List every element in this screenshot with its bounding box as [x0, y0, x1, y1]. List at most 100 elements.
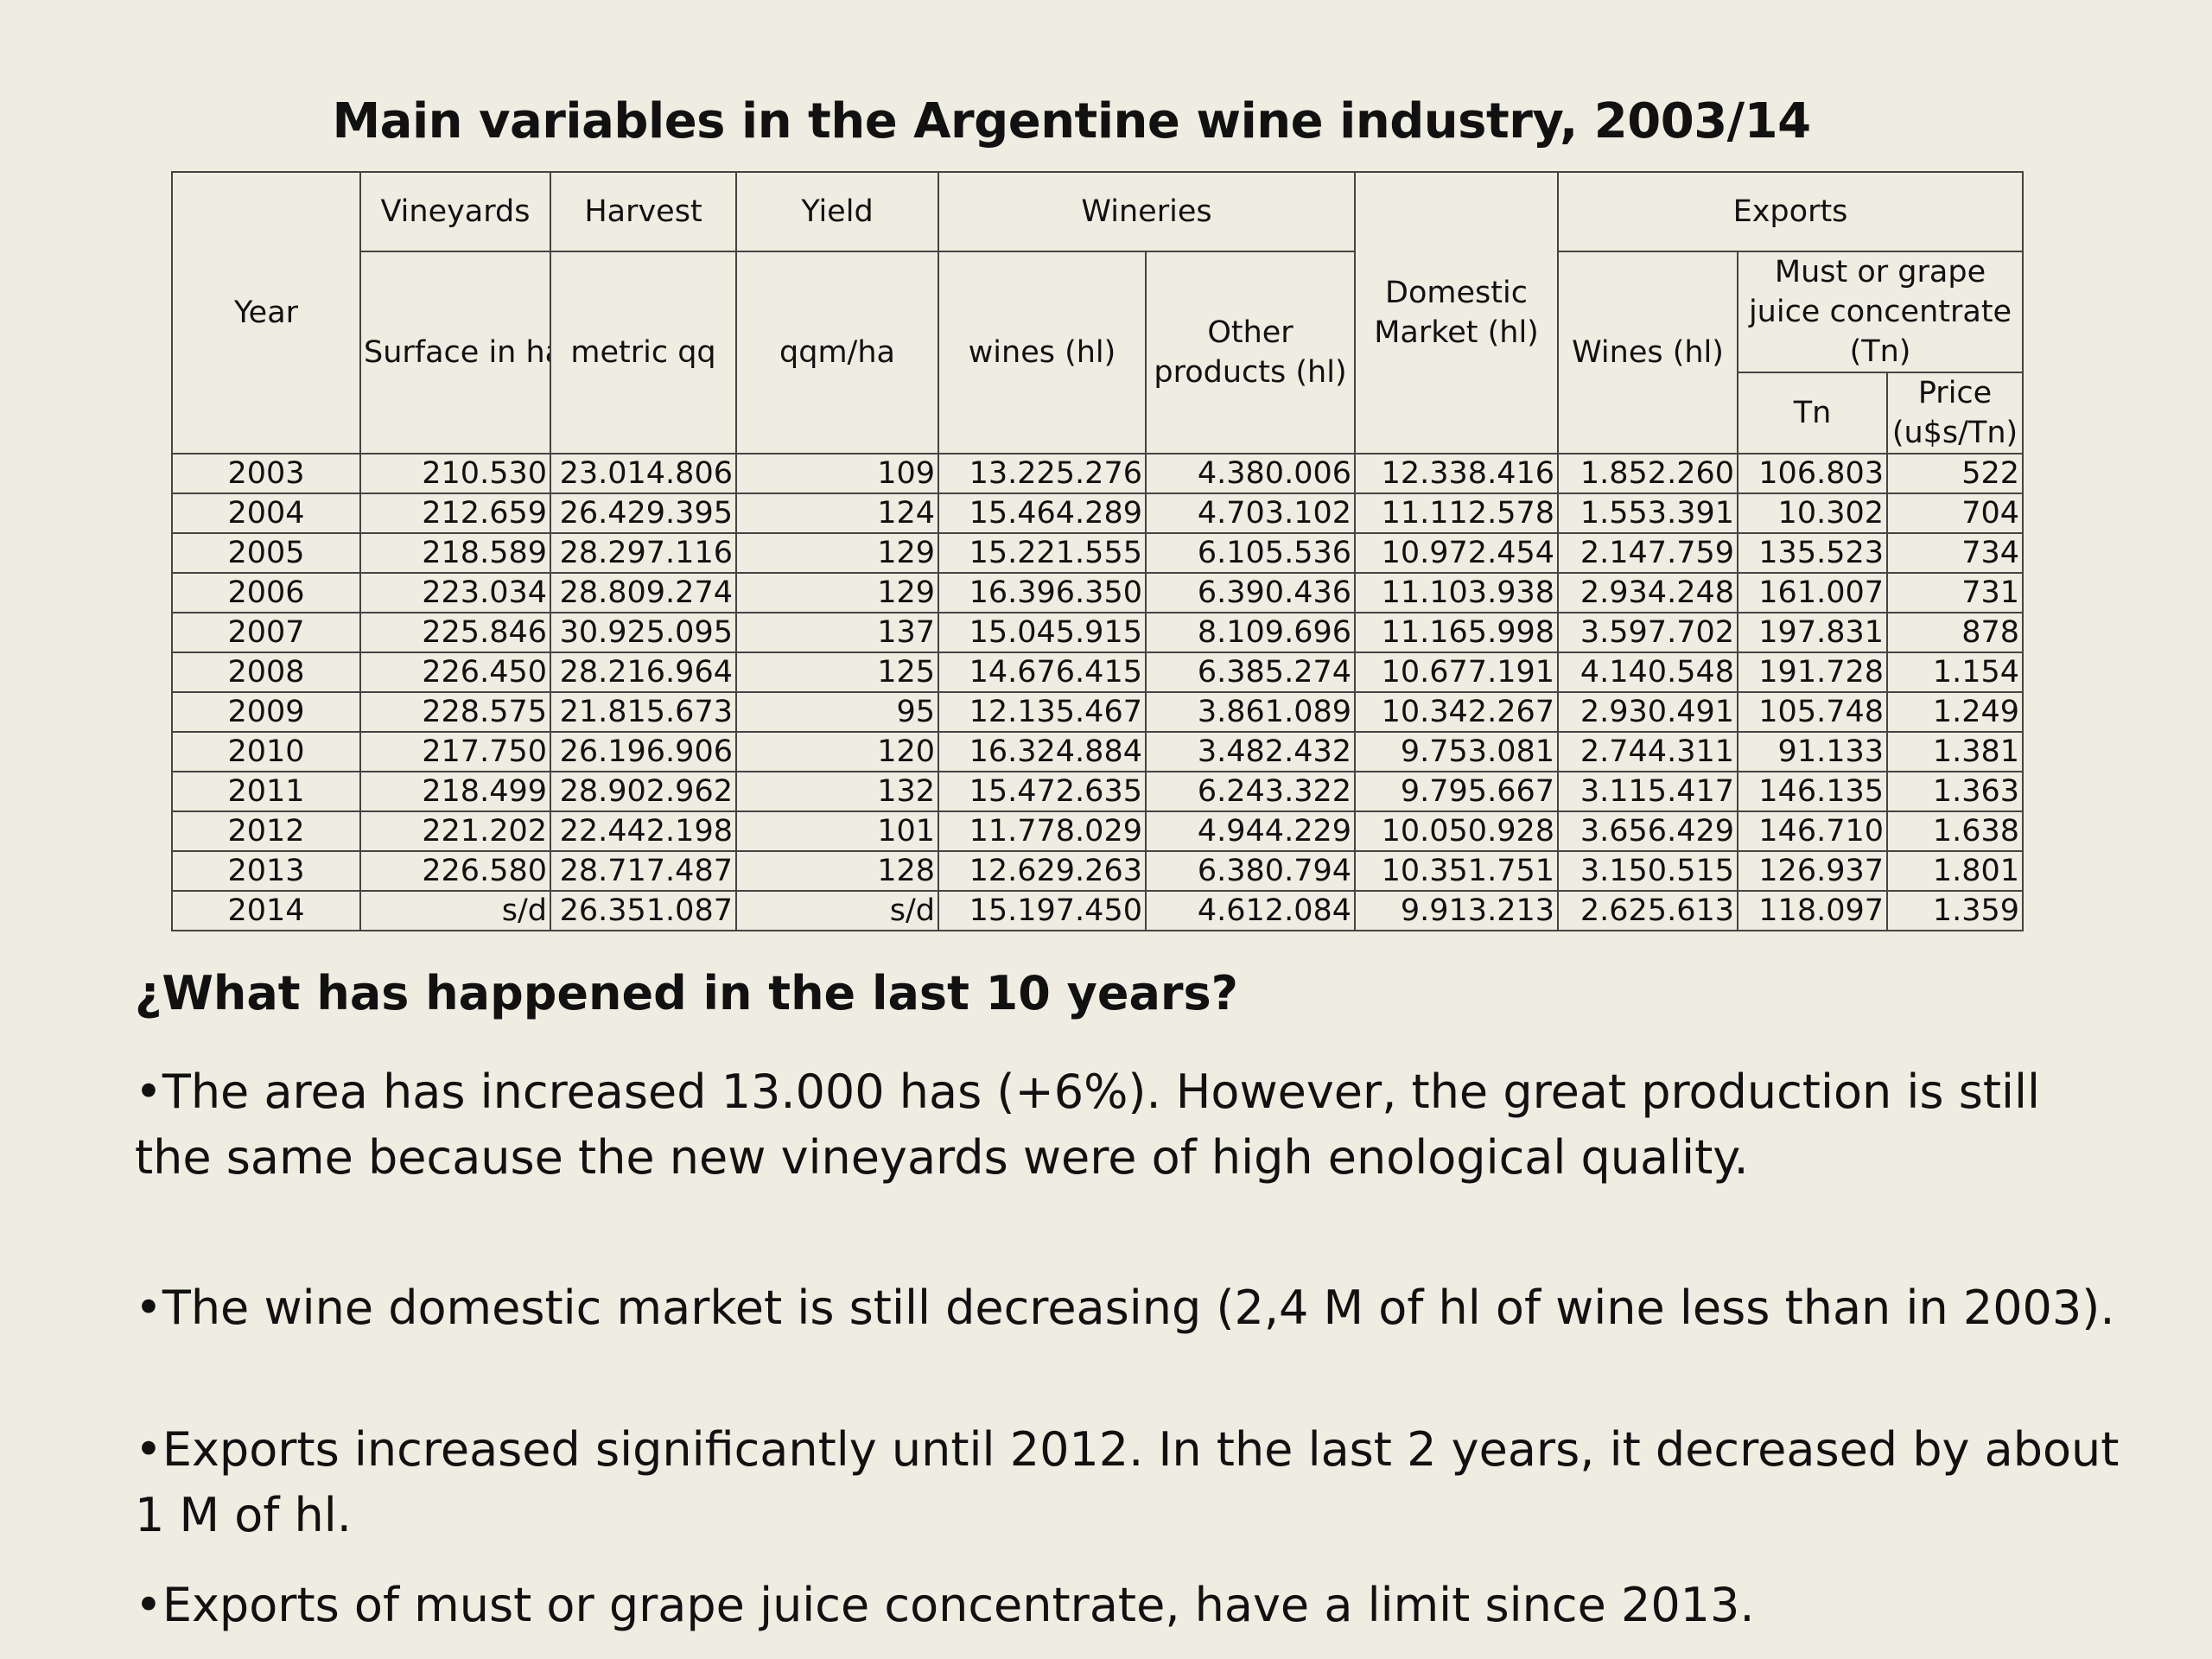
cell-exports-wines: 4.140.548	[1557, 652, 1739, 693]
cell-harvest: 22.442.198	[550, 810, 737, 852]
cell-must-tn: 106.803	[1737, 453, 1889, 494]
cell-yield: 129	[735, 572, 939, 613]
bullet-domestic-market: •The wine domestic market is still decre…	[135, 1281, 2115, 1335]
cell-wineries-wines: 15.197.450	[938, 890, 1147, 931]
cell-year: 2012	[171, 810, 361, 852]
cell-must-tn: 105.748	[1737, 691, 1889, 733]
cell-yield: 95	[735, 691, 939, 733]
cell-exports-wines: 2.930.491	[1557, 691, 1739, 733]
cell-harvest: 30.925.095	[550, 612, 737, 653]
cell-must-tn: 135.523	[1737, 532, 1889, 574]
cell-other-products: 3.482.432	[1144, 731, 1357, 772]
cell-surface: 228.575	[359, 691, 551, 733]
cell-harvest: 23.014.806	[550, 453, 737, 494]
cell-exports-wines: 3.115.417	[1557, 771, 1739, 812]
cell-price: 1.363	[1886, 771, 2024, 812]
header-yield: Yield	[735, 171, 939, 252]
header-exports-wines: Wines (hl)	[1557, 251, 1739, 454]
cell-domestic-market: 12.338.416	[1354, 453, 1560, 494]
cell-harvest: 26.196.906	[550, 731, 737, 772]
cell-other-products: 4.612.084	[1144, 890, 1357, 931]
table-row: 2011 218.499 28.902.962 132 15.472.635 6.243.…	[171, 771, 2024, 812]
cell-harvest: 28.216.964	[550, 652, 737, 693]
cell-year: 2003	[171, 453, 361, 494]
cell-other-products: 6.390.436	[1144, 572, 1357, 613]
cell-other-products: 4.944.229	[1144, 810, 1357, 852]
cell-domestic-market: 11.165.998	[1354, 612, 1560, 653]
cell-exports-wines: 2.744.311	[1557, 731, 1739, 772]
cell-surface: 223.034	[359, 572, 551, 613]
table-row: 2004 212.659 26.429.395 124 15.464.289 4.703.…	[171, 493, 2024, 534]
cell-year: 2014	[171, 890, 361, 931]
header-domestic-market: Domestic Market (hl)	[1354, 171, 1560, 454]
cell-exports-wines: 1.852.260	[1557, 453, 1739, 494]
cell-other-products: 4.380.006	[1144, 453, 1357, 494]
cell-year: 2008	[171, 652, 361, 693]
cell-price: 1.154	[1886, 652, 2024, 693]
wine-industry-table: Year Vineyards Harvest Yield Wineries Do…	[171, 171, 2024, 931]
cell-other-products: 4.703.102	[1144, 493, 1357, 534]
cell-wineries-wines: 15.221.555	[938, 532, 1147, 574]
cell-year: 2006	[171, 572, 361, 613]
header-year: Year	[171, 171, 361, 454]
cell-price: 1.638	[1886, 810, 2024, 852]
cell-price: 522	[1886, 453, 2024, 494]
cell-year: 2011	[171, 771, 361, 812]
cell-surface: 226.450	[359, 652, 551, 693]
cell-must-tn: 161.007	[1737, 572, 1889, 613]
cell-harvest: 28.297.116	[550, 532, 737, 574]
header-qqm-ha: qqm/ha	[735, 251, 939, 454]
cell-wineries-wines: 16.324.884	[938, 731, 1147, 772]
cell-domestic-market: 9.753.081	[1354, 731, 1560, 772]
cell-exports-wines: 2.147.759	[1557, 532, 1739, 574]
cell-year: 2007	[171, 612, 361, 653]
cell-harvest: 26.351.087	[550, 890, 737, 931]
cell-other-products: 6.105.536	[1144, 532, 1357, 574]
table-row: 2006 223.034 28.809.274 129 16.396.350 6.390.…	[171, 572, 2024, 613]
table-row: 2008 226.450 28.216.964 125 14.676.415 6.385.…	[171, 652, 2024, 693]
cell-year: 2005	[171, 532, 361, 574]
bullet-area: •The area has increased 13.000 has (+6%)…	[135, 1065, 2041, 1185]
question-heading: ¿What has happened in the last 10 years?	[135, 966, 1238, 1020]
table-row: 2014 s/d 26.351.087 s/d 15.197.450 4.612.084 9…	[171, 890, 2024, 931]
cell-must-tn: 197.831	[1737, 612, 1889, 653]
header-surface: Surface in ha	[359, 251, 551, 454]
cell-domestic-market: 10.050.928	[1354, 810, 1560, 852]
cell-harvest: 28.717.487	[550, 850, 737, 892]
cell-surface: 217.750	[359, 731, 551, 772]
header-exports: Exports	[1557, 171, 2024, 252]
cell-surface: 226.580	[359, 850, 551, 892]
cell-price: 734	[1886, 532, 2024, 574]
cell-must-tn: 118.097	[1737, 890, 1889, 931]
cell-price: 1.359	[1886, 890, 2024, 931]
cell-domestic-market: 9.913.213	[1354, 890, 1560, 931]
cell-yield: 128	[735, 850, 939, 892]
cell-exports-wines: 2.625.613	[1557, 890, 1739, 931]
cell-surface: 218.499	[359, 771, 551, 812]
wine-industry-table-container: Year Vineyards Harvest Yield Wineries Do…	[171, 171, 2024, 931]
cell-harvest: 21.815.673	[550, 691, 737, 733]
cell-other-products: 6.385.274	[1144, 652, 1357, 693]
cell-must-tn: 10.302	[1737, 493, 1889, 534]
cell-surface: 225.846	[359, 612, 551, 653]
cell-price: 1.249	[1886, 691, 2024, 733]
cell-yield: s/d	[735, 890, 939, 931]
header-vineyards: Vineyards	[359, 171, 551, 252]
cell-domestic-market: 10.342.267	[1354, 691, 1560, 733]
cell-harvest: 28.902.962	[550, 771, 737, 812]
cell-must-tn: 146.135	[1737, 771, 1889, 812]
cell-wineries-wines: 15.045.915	[938, 612, 1147, 653]
slide-title: Main variables in the Argentine wine ind…	[332, 93, 1811, 149]
table-row: 2005 218.589 28.297.116 129 15.221.555 6.105.…	[171, 532, 2024, 574]
table-row: 2012 221.202 22.442.198 101 11.778.029 4.944.…	[171, 810, 2024, 852]
cell-yield: 132	[735, 771, 939, 812]
cell-exports-wines: 2.934.248	[1557, 572, 1739, 613]
cell-year: 2009	[171, 691, 361, 733]
cell-other-products: 6.243.322	[1144, 771, 1357, 812]
cell-exports-wines: 3.597.702	[1557, 612, 1739, 653]
cell-wineries-wines: 13.225.276	[938, 453, 1147, 494]
cell-harvest: 26.429.395	[550, 493, 737, 534]
table-row: 2003 210.530 23.014.806 109 13.225.276 4.380.…	[171, 453, 2024, 494]
cell-domestic-market: 9.795.667	[1354, 771, 1560, 812]
cell-must-tn: 126.937	[1737, 850, 1889, 892]
